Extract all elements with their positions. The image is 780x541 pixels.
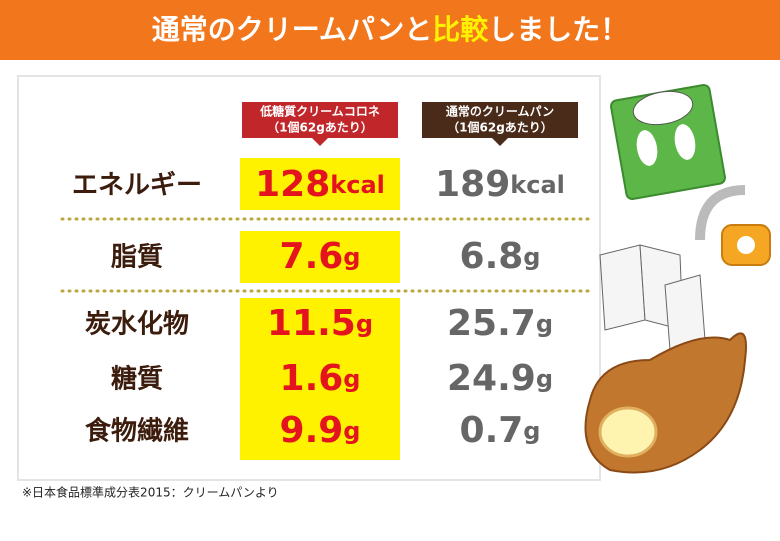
illustrations [584, 84, 771, 474]
value-number: 24.9 [447, 358, 536, 399]
value-number: 6.8 [460, 236, 524, 277]
value-number: 0.7 [460, 410, 524, 451]
cell-value: 189kcal [435, 164, 565, 205]
highlight-block [240, 158, 400, 210]
cell-value: 9.9g [280, 410, 361, 451]
value-number: 11.5 [267, 303, 356, 344]
title-highlight: 比較 [432, 13, 489, 46]
column-header-text: 通常のクリームパン [446, 104, 554, 119]
title-part: しました！ [488, 13, 628, 46]
value-number: 189 [435, 164, 510, 205]
value-number: 1.6 [280, 358, 344, 399]
column-header-text: （1個62gあたり） [267, 120, 373, 135]
column-header-text: 低糖質クリームコロネ [259, 104, 380, 119]
value-unit: kcal [510, 171, 565, 199]
value-unit: g [536, 365, 553, 393]
row-label: 糖質 [111, 364, 163, 395]
cell-value: 25.7g [447, 303, 553, 344]
value-number: 9.9 [280, 410, 344, 451]
cell-value: 24.9g [447, 358, 553, 399]
cell-value: 7.6g [280, 236, 361, 277]
column-header-text: （1個62gあたり） [447, 120, 553, 135]
value-unit: g [343, 243, 360, 271]
column-header-pill [242, 102, 398, 146]
value-unit: g [523, 417, 540, 445]
value-unit: kcal [330, 171, 385, 199]
value-unit: g [356, 310, 373, 338]
column-header-pill [422, 102, 578, 146]
title-banner [0, 0, 780, 60]
value-number: 25.7 [447, 303, 536, 344]
value-unit: g [343, 365, 360, 393]
row-label: 食物繊維 [85, 416, 189, 447]
highlight-block [240, 298, 400, 460]
cell-value: 6.8g [460, 236, 541, 277]
value-unit: g [523, 243, 540, 271]
footnote: ※日本食品標準成分表2015：クリームパンより [22, 485, 279, 500]
cell-value: 0.7g [460, 410, 541, 451]
cell-value: 1.6g [280, 358, 361, 399]
cell-value: 128kcal [255, 164, 385, 205]
value-unit: g [343, 417, 360, 445]
value-number: 128 [255, 164, 330, 205]
row-label: 炭水化物 [85, 310, 189, 340]
title: 通常のクリームパンと比較しました！ [152, 13, 629, 46]
highlight-block [240, 231, 400, 283]
row-label: エネルギー [72, 171, 202, 201]
cell-value: 11.5g [267, 303, 373, 344]
title-part: 通常のクリームパンと [152, 13, 433, 46]
value-number: 7.6 [280, 236, 344, 277]
row-label: 脂質 [111, 243, 163, 273]
value-unit: g [536, 310, 553, 338]
